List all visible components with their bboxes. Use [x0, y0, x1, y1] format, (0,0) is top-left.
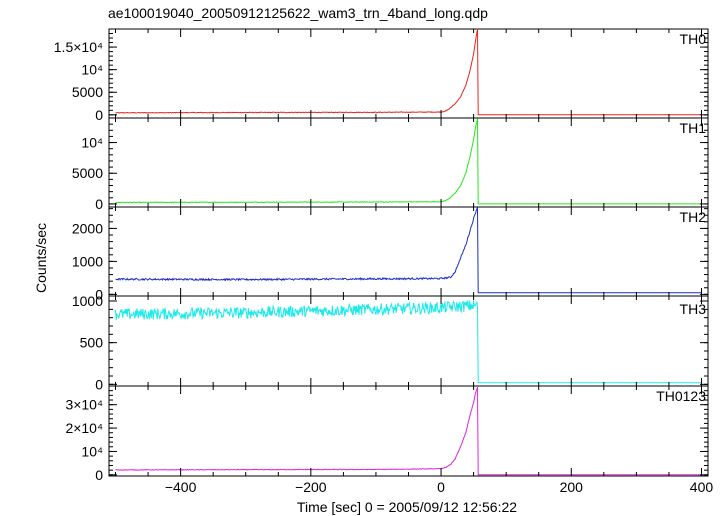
- series-line-th3: [115, 300, 702, 384]
- panel-label-th0: TH0: [680, 31, 707, 47]
- x-tick-label: −200: [295, 479, 327, 495]
- series-line-th2: [115, 205, 702, 294]
- y-tick-label: 0: [95, 286, 103, 302]
- x-tick-label: 400: [690, 479, 714, 495]
- y-tick-label: 1000: [72, 253, 103, 269]
- panel-frame-th1: [108, 117, 709, 208]
- y-tick-label: 10⁴: [81, 443, 103, 459]
- y-tick-label: 1.5×10⁴: [54, 39, 103, 55]
- chart-panels: 0500010⁴1.5×10⁴TH00500010⁴TH1010002000TH…: [54, 28, 714, 495]
- y-tick-label: 5000: [72, 165, 103, 181]
- y-tick-label: 0: [95, 467, 103, 483]
- y-tick-label: 10⁴: [81, 62, 103, 78]
- x-tick-label: 0: [437, 479, 445, 495]
- y-tick-label: 5000: [72, 84, 103, 100]
- panel-frame-th2: [108, 206, 709, 297]
- panel-frame-th0123: [108, 385, 709, 477]
- y-tick-label: 10⁴: [81, 135, 103, 151]
- y-tick-label: 500: [80, 335, 104, 351]
- chart-title: ae100019040_20050912125622_wam3_trn_4ban…: [108, 5, 488, 21]
- series-line-th1: [115, 118, 702, 205]
- y-tick-label: 2000: [72, 220, 103, 236]
- y-tick-label: 0: [95, 196, 103, 212]
- y-axis-label: Counts/sec: [33, 223, 49, 293]
- series-line-th0: [115, 28, 702, 116]
- y-tick-label: 0: [95, 107, 103, 123]
- panel-label-th0123: TH0123: [656, 388, 706, 404]
- panel-label-th1: TH1: [680, 120, 707, 136]
- panel-label-th2: TH2: [680, 209, 707, 225]
- panel-frame-th0: [108, 28, 709, 119]
- x-axis-label: Time [sec] 0 = 2005/09/12 12:56:22: [297, 499, 517, 515]
- y-tick-label: 2×10⁴: [65, 420, 103, 436]
- series-line-th0123: [115, 386, 702, 476]
- y-tick-label: 1000: [72, 293, 103, 309]
- y-tick-label: 3×10⁴: [65, 397, 103, 413]
- panel-label-th3: TH3: [680, 301, 707, 317]
- y-tick-label: 0: [95, 376, 103, 392]
- x-tick-label: 200: [560, 479, 584, 495]
- x-tick-label: −400: [165, 479, 197, 495]
